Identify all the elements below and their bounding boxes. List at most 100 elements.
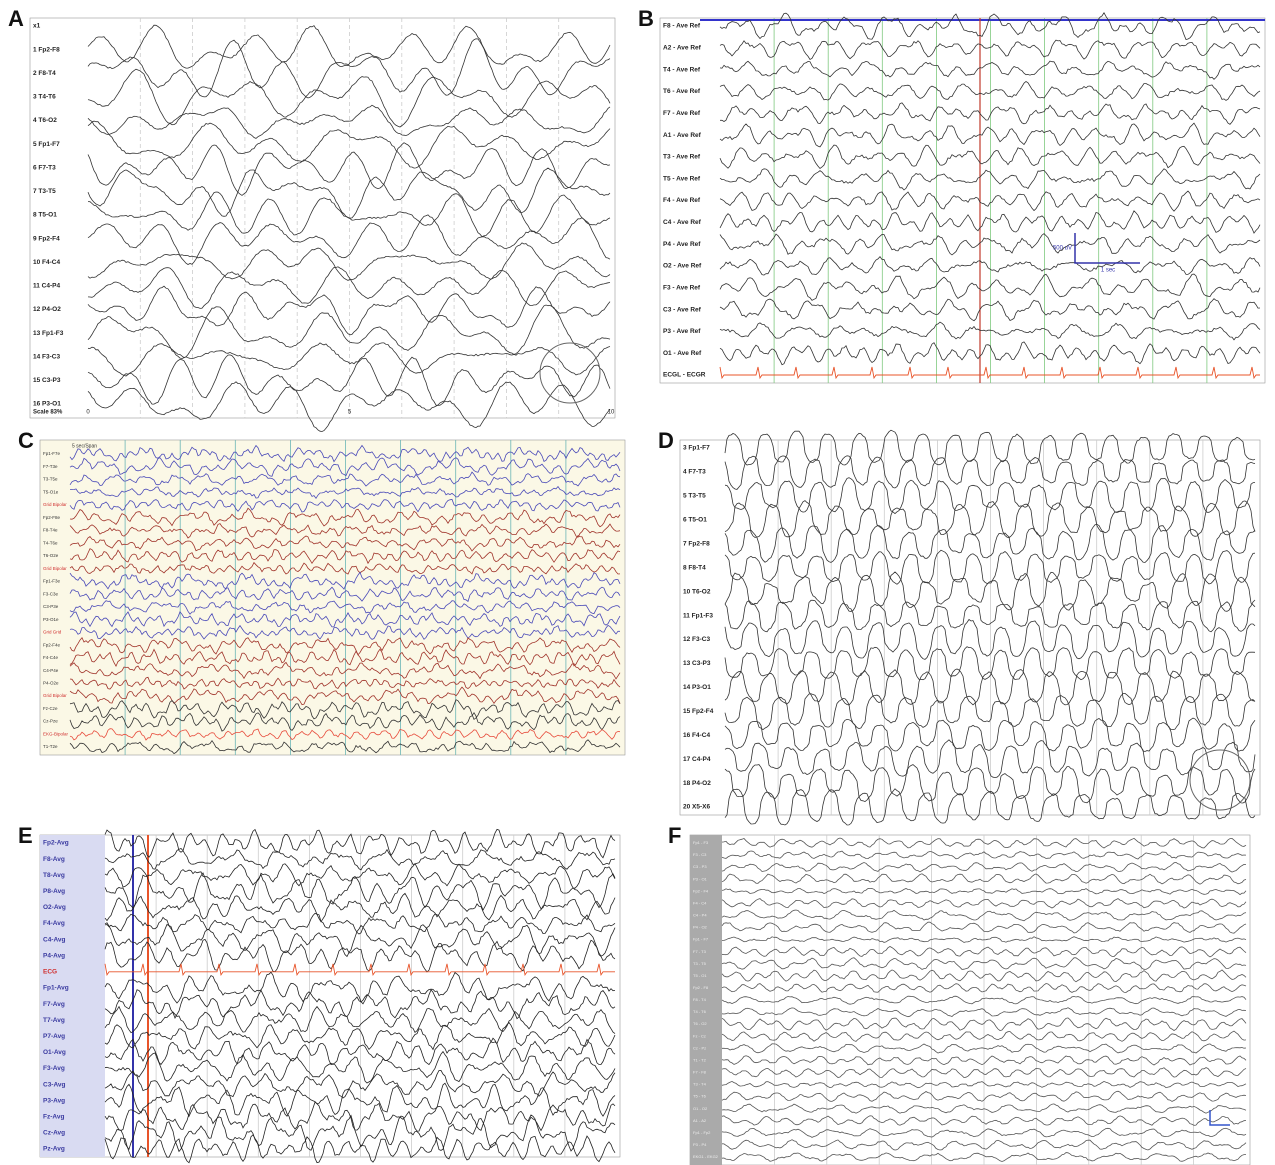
channel-label: C4 - P4 (693, 913, 707, 918)
eeg-trace (719, 39, 1261, 61)
panel-letter: A (8, 6, 24, 31)
eeg-trace (69, 535, 621, 552)
eeg-trace (721, 873, 1247, 885)
span-label: 5 sec/Span (72, 443, 97, 449)
eeg-trace (724, 764, 1256, 804)
ecg-trace (104, 963, 615, 977)
eeg-trace (721, 861, 1247, 873)
channel-label: 14 F3-C3 (33, 353, 60, 360)
panel-letter: E (18, 823, 33, 848)
eeg-trace (721, 995, 1247, 1005)
channel-label: 10 T6-O2 (683, 588, 711, 595)
channel-label: 6 T5-O1 (683, 517, 707, 524)
channel-label: 7 T3-T5 (33, 188, 56, 195)
channel-label: Fp1-F7e (43, 451, 61, 456)
channel-label: F4-Avg (43, 920, 65, 927)
scale-bar (1074, 233, 1140, 264)
eeg-trace (721, 1139, 1247, 1151)
eeg-trace (721, 1090, 1247, 1102)
eeg-trace (69, 444, 621, 463)
head-map (1189, 749, 1251, 811)
eeg-trace (104, 1005, 616, 1034)
channel-label: 15 Fp2-F4 (683, 708, 714, 715)
channel-label: Fp1 - F7 (693, 937, 709, 942)
label-column (40, 835, 105, 1157)
eeg-trace (721, 1030, 1247, 1042)
ecg-trace (719, 366, 1260, 380)
panel-background (29, 17, 616, 419)
eeg-trace (87, 354, 611, 406)
channel-label: Grid Bipolar (43, 502, 67, 507)
eeg-trace (69, 611, 621, 628)
channel-label: 12 P4-O2 (33, 306, 61, 313)
channel-label: Fz-Cze (43, 706, 58, 711)
eeg-trace (722, 1043, 1247, 1054)
eeg-trace (721, 1055, 1247, 1066)
eeg-trace (724, 599, 1256, 633)
channel-label: F7 - Ave Ref (663, 110, 701, 117)
eeg-trace (104, 989, 616, 1020)
channel-label: Grid Bipolar (43, 566, 67, 571)
eeg-trace (104, 828, 616, 859)
channel-label: 8 F8-T4 (683, 564, 706, 571)
channel-label: EKG1 - EKG2 (693, 1154, 719, 1159)
channel-label: T5-O1e (43, 489, 59, 494)
eeg-trace (719, 144, 1261, 170)
eeg-trace (721, 936, 1247, 943)
channel-label: P4 - Ave Ref (663, 241, 701, 248)
eeg-trace (69, 457, 621, 477)
eeg-trace (721, 946, 1247, 958)
eeg-trace (104, 912, 616, 935)
channel-label: C3 - Ave Ref (663, 306, 702, 313)
channel-label: O2-Avg (43, 904, 66, 911)
channel-label: P3-Avg (43, 1097, 65, 1104)
eeg-trace (721, 1067, 1247, 1079)
eeg-trace (87, 381, 611, 432)
channel-label: O1 - Ave Ref (663, 350, 702, 357)
eeg-trace (69, 571, 621, 590)
channel-label: Fp1 - F3 (693, 840, 709, 845)
channel-label: F8 - T4 (693, 997, 707, 1002)
channel-label: F3-Avg (43, 1065, 65, 1072)
eeg-trace (87, 304, 611, 359)
channel-label: F7 - T3 (693, 949, 707, 954)
channel-label: T5 - Ave Ref (663, 175, 701, 182)
eeg-trace (104, 1021, 616, 1051)
channel-label: P4-Avg (43, 952, 65, 959)
eeg-trace (721, 1152, 1247, 1162)
eeg-trace (104, 872, 616, 912)
channel-label: 10 F4-C4 (33, 259, 60, 266)
channel-label: T3-T5e (43, 477, 58, 482)
channel-label: A1 - A2 (693, 1118, 707, 1123)
eeg-panel: C Fp1-F7e F7-T3e T3-T5e T5-O1e Grid Bipolar Fp… (18, 428, 626, 756)
channel-label: Grid Bipolar (43, 693, 67, 698)
eeg-trace (104, 1101, 616, 1132)
amplitude-scale: 500 uV (1053, 246, 1072, 252)
time-axis-label: 0 (86, 410, 90, 416)
eeg-trace (69, 507, 621, 528)
eeg-trace (104, 1114, 616, 1153)
eeg-trace (87, 68, 611, 128)
channel-label: 8 T5-O1 (33, 212, 57, 219)
channel-label: 3 T4-T6 (33, 94, 56, 101)
channel-label: EKG-Bipolar (43, 731, 69, 736)
channel-label: F8-Avg (43, 856, 65, 863)
channel-label: 2 F8-T4 (33, 70, 56, 77)
eeg-trace (721, 850, 1247, 860)
eeg-trace (724, 692, 1256, 731)
scale-label: Scale 83% (33, 410, 63, 416)
channel-label: 6 F7-T3 (33, 164, 56, 171)
eeg-trace (721, 957, 1247, 970)
channel-label: P3 - P4 (693, 1142, 707, 1147)
channel-label: 18 P4-O2 (683, 780, 711, 787)
eeg-trace (87, 120, 611, 169)
eeg-trace (724, 429, 1256, 466)
channel-label: F7-Avg (43, 1001, 65, 1008)
panel-background (679, 439, 1261, 816)
channel-label: F7-T3e (43, 464, 58, 469)
eeg-trace (69, 711, 621, 732)
eeg-trace (724, 523, 1256, 563)
eeg-trace (87, 214, 611, 265)
